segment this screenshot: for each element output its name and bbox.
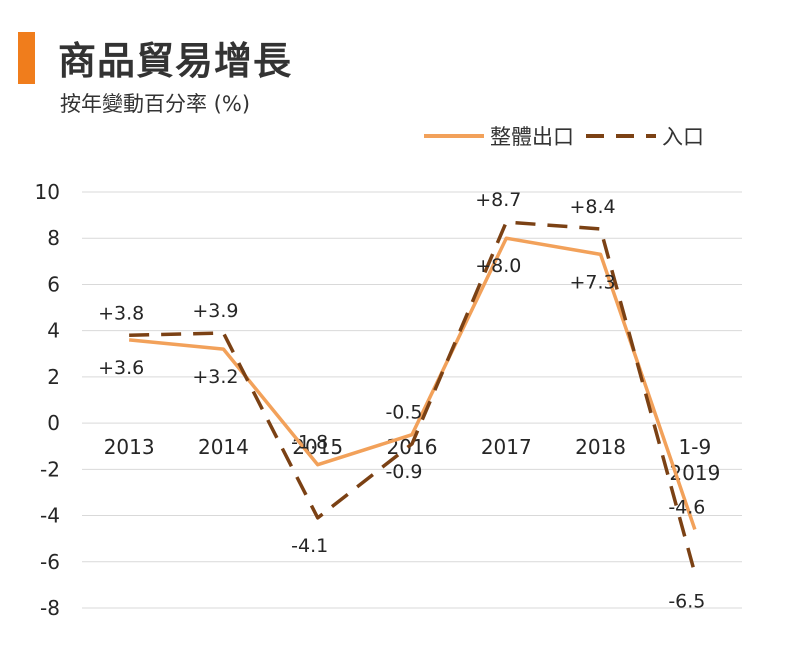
x-tick-label: 2015 xyxy=(292,435,343,459)
series-line-exports xyxy=(128,236,697,530)
data-label-imports: +8.4 xyxy=(570,196,616,218)
data-label-imports: +3.8 xyxy=(98,302,144,324)
data-label-imports: +8.7 xyxy=(475,189,521,211)
y-tick-label: 4 xyxy=(47,319,60,343)
y-tick-label: 8 xyxy=(47,226,60,250)
y-tick-label: -2 xyxy=(40,457,60,481)
y-tick-label: 6 xyxy=(47,272,60,296)
data-label-imports: -0.9 xyxy=(385,461,422,483)
legend-swatch-exports xyxy=(424,134,484,138)
data-label-exports: -1.8 xyxy=(291,432,328,454)
data-label-exports: +3.2 xyxy=(192,366,238,388)
data-label-exports: +8.0 xyxy=(475,255,521,277)
data-label-exports: -0.5 xyxy=(385,402,422,424)
data-label-imports: -4.1 xyxy=(291,535,328,557)
x-tick-label: 2013 xyxy=(104,435,155,459)
data-label-exports: +7.3 xyxy=(570,271,616,293)
x-tick-label: 2018 xyxy=(575,435,626,459)
legend-item-imports: 入口 xyxy=(586,121,704,151)
data-label-exports: +3.6 xyxy=(98,357,144,379)
y-tick-label: 2 xyxy=(47,365,60,389)
legend-swatch-imports xyxy=(586,134,656,138)
legend: 整體出口 入口 xyxy=(424,118,704,154)
y-tick-label: -6 xyxy=(40,550,60,574)
x-tick-label: 2014 xyxy=(198,435,249,459)
x-tick-label: 2017 xyxy=(481,435,532,459)
y-tick-label: -8 xyxy=(40,596,60,620)
data-label-imports: +3.9 xyxy=(192,300,238,322)
legend-label-exports: 整體出口 xyxy=(490,125,574,149)
y-tick-label: -4 xyxy=(40,504,60,528)
series-line-imports xyxy=(129,220,697,574)
legend-item-exports: 整體出口 xyxy=(424,121,574,151)
legend-label-imports: 入口 xyxy=(662,125,704,149)
y-tick-label: 10 xyxy=(35,180,60,204)
title-accent-bar xyxy=(18,32,35,84)
chart-title: 商品貿易增長 xyxy=(58,39,293,83)
data-label-exports: -4.6 xyxy=(668,496,705,518)
y-tick-label: 0 xyxy=(47,411,60,435)
chart-subtitle: 按年變動百分率 (%) xyxy=(60,92,251,116)
data-label-imports: -6.5 xyxy=(668,590,705,612)
